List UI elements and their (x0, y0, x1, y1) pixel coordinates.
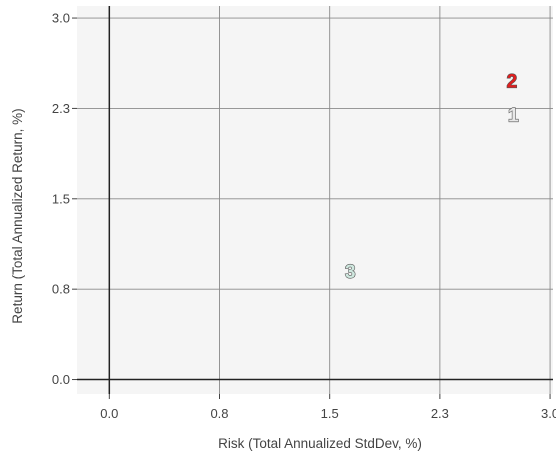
x-tick-label: 3.0 (541, 406, 556, 421)
y-tick-labels: 0.0 0.8 1.5 2.3 3.0 (52, 11, 70, 387)
x-axis-label: Risk (Total Annualized StdDev, %) (218, 436, 422, 451)
x-tick-label: 0.0 (100, 406, 118, 421)
plot-area (77, 6, 553, 394)
axes (72, 6, 553, 399)
y-tick-label: 0.8 (52, 282, 70, 297)
grid (77, 6, 553, 394)
y-tick-label: 3.0 (52, 11, 70, 26)
data-point-label: 2 (507, 72, 518, 93)
y-tick-label: 2.3 (52, 101, 70, 116)
x-tick-label: 2.3 (431, 406, 449, 421)
x-tick-label: 1.5 (321, 406, 339, 421)
y-axis-label: Return (Total Annualized Return, %) (10, 108, 25, 323)
x-tick-labels: 0.0 0.8 1.5 2.3 3.0 (100, 406, 556, 421)
data-points: 1 2 3 (344, 71, 519, 284)
y-tick-label: 0.0 (52, 372, 70, 387)
data-point-label: 3 (345, 262, 356, 283)
x-tick-label: 0.8 (210, 406, 228, 421)
data-point-label: 1 (508, 105, 519, 126)
y-tick-label: 1.5 (52, 191, 70, 206)
